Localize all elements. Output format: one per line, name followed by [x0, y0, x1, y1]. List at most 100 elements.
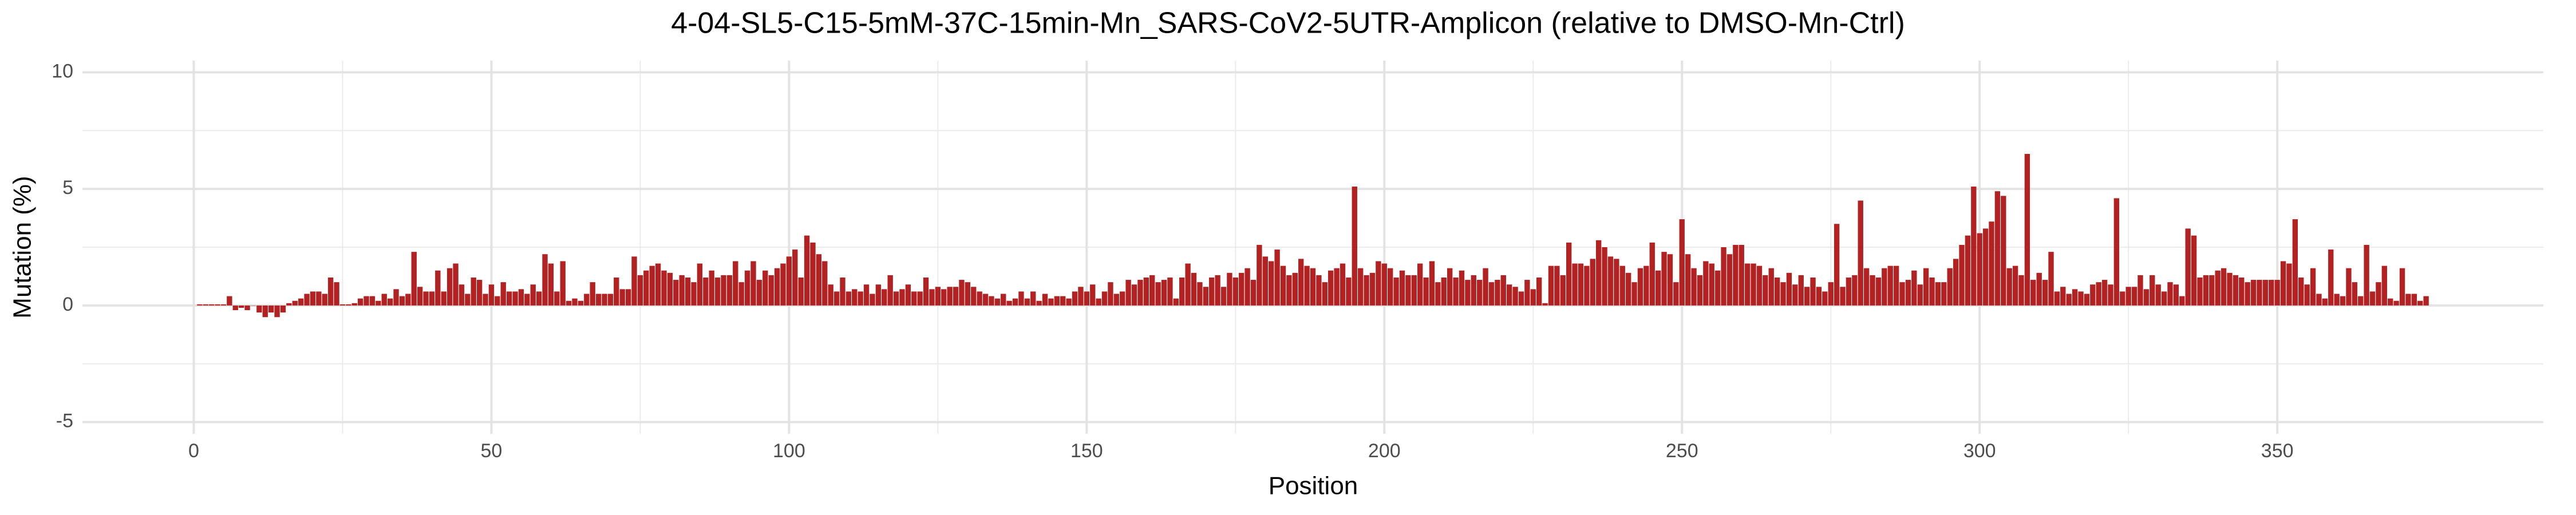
bar	[2101, 280, 2108, 306]
bar	[393, 289, 399, 306]
bar	[2352, 282, 2358, 306]
bar	[1018, 291, 1024, 306]
bar	[1304, 266, 1310, 306]
bar	[714, 277, 721, 306]
bar	[441, 291, 447, 306]
bar	[893, 291, 899, 306]
bar	[1376, 261, 1381, 306]
bar	[327, 277, 334, 306]
bar	[602, 294, 607, 306]
bar	[875, 284, 882, 306]
bar	[1441, 277, 1447, 306]
bar	[846, 291, 852, 306]
bar	[346, 304, 351, 306]
bar	[2197, 277, 2203, 306]
bar	[2084, 294, 2090, 306]
bar	[1506, 284, 1512, 306]
bar	[2125, 287, 2131, 306]
bar	[1269, 261, 1274, 306]
bar	[649, 266, 655, 306]
bar	[673, 280, 679, 306]
bar	[917, 291, 923, 306]
bar	[203, 304, 208, 306]
bar	[298, 298, 304, 306]
bar	[595, 294, 602, 306]
bar	[524, 294, 530, 306]
bar	[1340, 263, 1346, 306]
bar	[572, 298, 578, 306]
bar	[2358, 296, 2364, 306]
bar	[447, 268, 453, 306]
bar	[1923, 268, 1929, 306]
bar	[1488, 282, 1495, 306]
bar	[1863, 268, 1870, 306]
bar	[262, 305, 268, 318]
bar	[1935, 282, 1941, 306]
bar	[2417, 300, 2423, 306]
bar	[1679, 219, 1685, 306]
bar	[1792, 284, 1798, 306]
bar	[1280, 266, 1286, 306]
bar	[1113, 294, 1120, 306]
bar	[1798, 275, 1804, 306]
y-axis-title: Mutation (%)	[9, 176, 37, 318]
bar	[1643, 266, 1649, 306]
bar	[2257, 280, 2262, 306]
bar	[1548, 266, 1554, 306]
bar	[2245, 282, 2250, 306]
bar	[1453, 277, 1459, 306]
bar	[1697, 275, 1703, 306]
bar	[357, 298, 364, 306]
bar	[2108, 284, 2113, 306]
bar	[977, 291, 982, 306]
bar	[1369, 272, 1376, 306]
bar	[994, 298, 1001, 306]
bar	[1733, 244, 1739, 306]
bar	[2018, 275, 2024, 306]
x-tick-label: 300	[1963, 440, 1996, 462]
bar	[1512, 287, 1518, 306]
bar	[548, 263, 554, 306]
bar	[947, 287, 953, 306]
bar	[2036, 272, 2042, 306]
bar	[399, 296, 405, 306]
bar	[1120, 291, 1125, 306]
bar	[584, 294, 590, 306]
bar	[756, 280, 762, 306]
bar	[2286, 263, 2292, 306]
bar	[822, 261, 828, 306]
bar	[798, 277, 804, 306]
bars	[197, 154, 2429, 318]
bar	[1905, 280, 1911, 306]
bar	[1250, 280, 1257, 306]
bar	[2143, 289, 2150, 306]
bar	[2298, 277, 2304, 306]
bar	[2078, 291, 2084, 306]
bar	[1244, 268, 1250, 306]
bar	[542, 254, 548, 306]
bar	[411, 252, 417, 306]
bar	[2322, 298, 2328, 306]
bar	[1155, 282, 1161, 306]
bar	[1899, 282, 1905, 306]
bar	[256, 305, 262, 313]
bar	[1882, 268, 1887, 306]
bar	[1232, 277, 1238, 306]
bar	[1929, 277, 1935, 306]
bar	[786, 256, 792, 306]
bar	[655, 263, 661, 306]
bar	[495, 296, 500, 306]
bar	[816, 254, 822, 306]
bar	[828, 284, 833, 306]
bar	[2411, 294, 2417, 306]
bar	[1262, 256, 1268, 306]
bar	[364, 296, 369, 306]
bar	[2012, 266, 2018, 306]
bar	[2280, 261, 2286, 306]
bar	[2399, 268, 2405, 306]
bar	[1131, 284, 1137, 306]
bar	[476, 280, 483, 306]
bar	[1054, 296, 1060, 306]
bar	[2405, 294, 2411, 306]
